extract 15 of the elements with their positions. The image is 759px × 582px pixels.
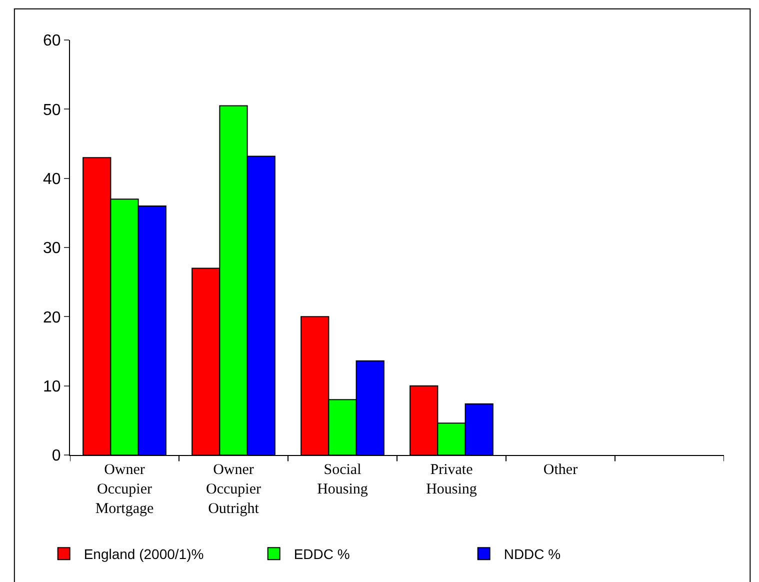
y-tick-label: 20 [43, 309, 61, 326]
y-tick-label: 50 [43, 102, 61, 119]
legend-label: EDDC % [294, 546, 350, 562]
y-tick-label: 0 [52, 448, 61, 465]
y-tick-label: 60 [43, 32, 61, 50]
x-tick-label: Owner Occupier Mortgage [95, 462, 154, 517]
y-tick-label: 10 [43, 378, 61, 396]
y-tick-label: 40 [43, 170, 61, 188]
x-tick-label: Other [543, 462, 578, 478]
x-tick-label: Social Housing [317, 462, 368, 498]
legend-label: NDDC % [504, 546, 561, 562]
legend-label: England (2000/1)% [84, 546, 204, 562]
y-tick-label: 30 [43, 240, 61, 258]
x-tick-label: Private Housing [426, 462, 478, 498]
x-tick-label: Owner Occupier Outright [206, 462, 261, 517]
